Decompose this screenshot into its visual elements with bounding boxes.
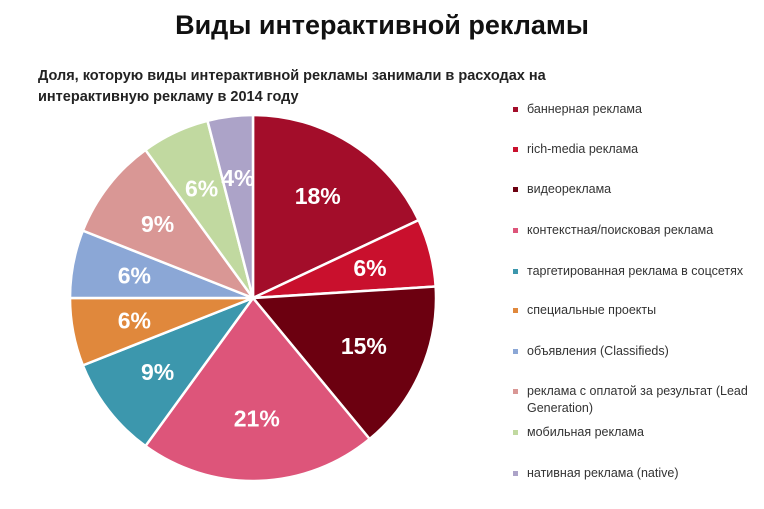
- legend-swatch: [513, 107, 518, 112]
- legend-swatch: [513, 471, 518, 476]
- slice-value-label-3: 15%: [341, 333, 387, 359]
- slice-value-label-10: 4%: [221, 165, 254, 191]
- pie-slice-5: [81, 296, 255, 448]
- legend-item: rich-media реклама: [513, 141, 753, 158]
- slice-value-label-8: 9%: [141, 211, 174, 237]
- legend-swatch: [513, 147, 518, 152]
- slice-value-label-6: 6%: [118, 308, 151, 334]
- legend-item: мобильная реклама: [513, 424, 753, 441]
- chart-subtitle: Доля, которую виды интерактивной рекламы…: [38, 68, 546, 105]
- legend-label: видеореклама: [527, 182, 612, 196]
- legend-label: rich-media реклама: [527, 142, 639, 156]
- legend-label: мобильная реклама: [527, 425, 644, 439]
- legend-swatch: [513, 308, 518, 313]
- legend-swatch: [513, 430, 518, 435]
- slice-value-label-7: 6%: [118, 262, 151, 288]
- legend-label: баннерная реклама: [527, 102, 642, 116]
- pie-slice-3: [251, 285, 438, 441]
- legend-item: таргетированная реклама в соцсетях: [513, 263, 753, 280]
- legend-swatch: [513, 228, 518, 233]
- legend-label: реклама с оплатой за результат (Lead Gen…: [527, 384, 748, 415]
- slice-value-label-1: 18%: [295, 183, 341, 209]
- legend-label: контекстная/поисковая реклама: [527, 223, 714, 237]
- pie-slice-8: [81, 148, 255, 300]
- legend-swatch: [513, 187, 518, 192]
- legend-item: объявления (Classifieds): [513, 343, 753, 360]
- legend-item: видеореклама: [513, 181, 753, 198]
- slice-value-label-4: 21%: [234, 406, 280, 432]
- legend-swatch: [513, 269, 518, 274]
- pie-slice-4: [144, 296, 371, 483]
- legend-label: таргетированная реклама в соцсетях: [527, 264, 744, 278]
- legend-label: нативная реклама (native): [527, 466, 679, 480]
- legend-item: реклама с оплатой за результат (Lead Gen…: [513, 383, 753, 417]
- slice-value-label-9: 6%: [185, 176, 218, 202]
- slice-value-label-2: 6%: [353, 255, 386, 281]
- legend-swatch: [513, 389, 518, 394]
- legend-item: нативная реклама (native): [513, 465, 753, 482]
- legend-label: специальные проекты: [527, 303, 657, 317]
- legend-label: объявления (Classifieds): [527, 344, 669, 358]
- legend-item: баннерная реклама: [513, 101, 753, 118]
- chart-title: Виды интерактивной рекламы: [175, 10, 589, 40]
- legend-item: специальные проекты: [513, 302, 753, 319]
- slice-value-label-5: 9%: [141, 359, 174, 385]
- legend-item: контекстная/поисковая реклама: [513, 222, 753, 239]
- legend-swatch: [513, 349, 518, 354]
- pie-slice-1: [251, 113, 420, 300]
- pie-slice-10: [206, 113, 255, 300]
